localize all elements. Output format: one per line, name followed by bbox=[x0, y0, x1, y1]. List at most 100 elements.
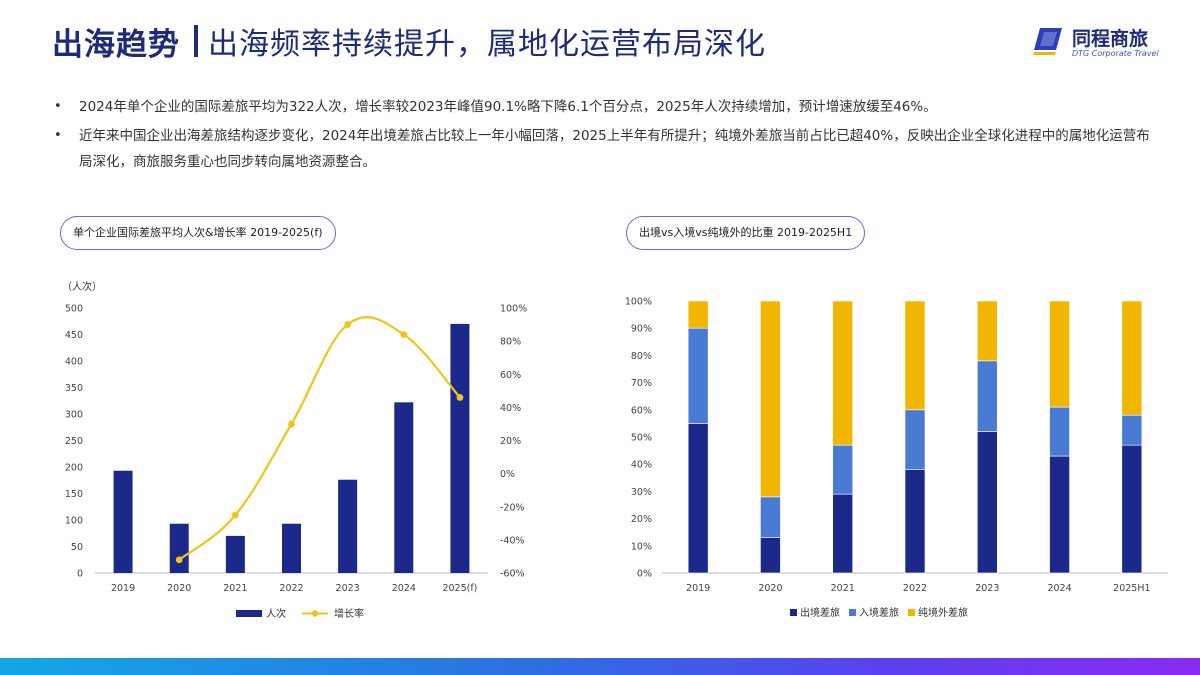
stacked-bar-segment bbox=[976, 360, 998, 432]
stacked-bar-segment bbox=[1049, 406, 1070, 457]
chart1-combo: （人次） 0 50 100 150 200 250 300 350 400 450 500 -60% -4… bbox=[62, 280, 527, 620]
y-tick-label: 70% bbox=[631, 378, 652, 389]
growth-rate-line bbox=[178, 315, 461, 561]
growth-rate-point bbox=[288, 420, 295, 428]
bar-visits bbox=[225, 535, 245, 573]
logo-mark-icon bbox=[1033, 28, 1062, 55]
stacked-bar-segment bbox=[687, 327, 709, 424]
x-tick-label: 2020 bbox=[167, 583, 191, 594]
y-axis-unit-label: （人次） bbox=[62, 280, 102, 293]
y-right-tick-label: 60% bbox=[500, 370, 521, 381]
y-left-tick-label: 250 bbox=[65, 436, 83, 447]
logo-english-name: DTG Corporate Travel bbox=[1072, 49, 1159, 58]
y-left-tick-label: 500 bbox=[65, 304, 83, 315]
legend-label: 出境差旅 bbox=[800, 606, 840, 619]
stacked-bar-segment bbox=[760, 537, 781, 574]
stacked-bar-segment bbox=[760, 300, 781, 498]
bullet-text: 近年来中国企业出海差旅结构逐步变化，2024年出境差旅占比较上一年小幅回落，20… bbox=[79, 128, 1150, 170]
legend-swatch bbox=[908, 609, 915, 616]
x-tick-label: 2020 bbox=[758, 583, 782, 594]
y-left-tick-label: 200 bbox=[65, 463, 83, 474]
y-tick-label: 0% bbox=[637, 569, 652, 580]
stacked-bar-segment bbox=[832, 300, 854, 446]
x-tick-label: 2021 bbox=[223, 583, 247, 594]
legend-label: 入境差旅 bbox=[859, 606, 899, 619]
bar-visits bbox=[338, 479, 358, 573]
y-left-tick-label: 350 bbox=[65, 383, 83, 394]
y-tick-label: 100% bbox=[625, 297, 652, 308]
growth-rate-point bbox=[400, 331, 408, 338]
x-tick-label: 2023 bbox=[336, 583, 360, 594]
x-tick-label: 2019 bbox=[686, 583, 710, 594]
bullet-dot: • bbox=[54, 99, 62, 114]
legend-swatch bbox=[849, 609, 856, 616]
y-right-tick-label: -60% bbox=[500, 569, 525, 580]
stacked-bar-segment bbox=[687, 423, 709, 574]
bar-visits bbox=[113, 470, 133, 573]
legend-label-growth: 增长率 bbox=[334, 607, 364, 620]
x-tick-label: 2024 bbox=[392, 583, 416, 594]
y-right-tick-label: -20% bbox=[500, 502, 525, 513]
y-left-tick-label: 300 bbox=[65, 410, 83, 421]
summary-bullets: • 2024年单个企业的国际差旅平均为322人次，增长率较2023年峰值90.1… bbox=[52, 94, 1162, 178]
y-right-tick-label: 100% bbox=[500, 304, 527, 315]
stacked-bar-segment bbox=[687, 300, 709, 329]
brand-logo: 同程商旅 DTG Corporate Travel bbox=[1028, 22, 1178, 66]
y-left-tick-label: 100 bbox=[65, 516, 83, 527]
x-tick-label: 2025H1 bbox=[1113, 583, 1150, 594]
stacked-bar-segment bbox=[1121, 300, 1143, 416]
chart2-title: 出境vs入境vs纯境外的比重 2019-2025H1 bbox=[626, 216, 866, 250]
y-left-tick-label: 150 bbox=[65, 489, 83, 500]
bullet-item: • 近年来中国企业出海差旅结构逐步变化，2024年出境差旅占比较上一年小幅回落，… bbox=[52, 123, 1162, 175]
y-right-tick-label: 20% bbox=[500, 436, 521, 447]
page-title: 出海趋势 bbox=[52, 26, 180, 63]
stacked-bar-segment bbox=[1121, 444, 1143, 574]
y-right-tick-label: 0% bbox=[500, 469, 515, 480]
x-tick-label: 2024 bbox=[1047, 583, 1071, 594]
y-tick-label: 60% bbox=[631, 405, 652, 416]
title-divider bbox=[194, 25, 198, 57]
stacked-bar-segment bbox=[976, 431, 998, 574]
stacked-bar-segment bbox=[976, 300, 998, 362]
y-tick-label: 50% bbox=[631, 433, 652, 444]
y-right-tick-label: 80% bbox=[500, 337, 521, 348]
stacked-bar-segment bbox=[760, 496, 781, 538]
y-tick-label: 10% bbox=[631, 541, 652, 552]
legend-swatch-growth-dot bbox=[311, 610, 319, 617]
x-tick-label: 2019 bbox=[111, 583, 135, 594]
y-tick-label: 40% bbox=[631, 460, 652, 471]
stacked-bar-segment bbox=[1121, 414, 1143, 446]
x-tick-label: 2022 bbox=[903, 583, 927, 594]
stacked-bar-segment bbox=[1049, 300, 1070, 408]
stacked-bar-segment bbox=[904, 469, 926, 574]
bullet-dot: • bbox=[54, 128, 62, 143]
bar-visits bbox=[169, 523, 189, 573]
x-tick-label: 2022 bbox=[279, 583, 303, 594]
stacked-bar-segment bbox=[904, 300, 926, 411]
bar-visits bbox=[282, 523, 301, 573]
x-tick-label: 2025(f) bbox=[442, 583, 477, 594]
y-tick-label: 20% bbox=[631, 514, 652, 525]
chart2-stacked: 0% 10% 20% 30% 40% 50% 60% 70% 80% 90% 100% 2019 202… bbox=[625, 297, 1168, 619]
footer-gradient-bar bbox=[0, 658, 1200, 675]
legend-label-visits: 人次 bbox=[266, 607, 286, 620]
stacked-bar-segment bbox=[832, 444, 854, 495]
y-left-tick-label: 450 bbox=[65, 330, 83, 341]
y-left-tick-label: 400 bbox=[65, 357, 83, 368]
y-right-tick-label: 40% bbox=[500, 403, 521, 414]
logo-name: 同程商旅 bbox=[1072, 28, 1149, 50]
chart1-title: 单个企业国际差旅平均人次&增长率 2019-2025(f) bbox=[60, 216, 336, 250]
growth-rate-point bbox=[456, 394, 464, 401]
y-right-tick-label: -40% bbox=[500, 535, 525, 546]
bar-visits bbox=[394, 402, 414, 573]
y-tick-label: 80% bbox=[631, 351, 652, 362]
stacked-bar-segment bbox=[832, 493, 854, 574]
x-tick-label: 2021 bbox=[831, 583, 855, 594]
legend-label: 纯境外差旅 bbox=[918, 606, 968, 619]
growth-rate-point bbox=[231, 511, 239, 519]
bullet-text: 2024年单个企业的国际差旅平均为322人次，增长率较2023年峰值90.1%略… bbox=[79, 99, 937, 115]
growth-rate-point bbox=[344, 321, 352, 328]
y-left-tick-label: 0 bbox=[77, 569, 83, 580]
stacked-bar-segment bbox=[904, 409, 926, 470]
y-left-tick-label: 50 bbox=[71, 542, 83, 553]
